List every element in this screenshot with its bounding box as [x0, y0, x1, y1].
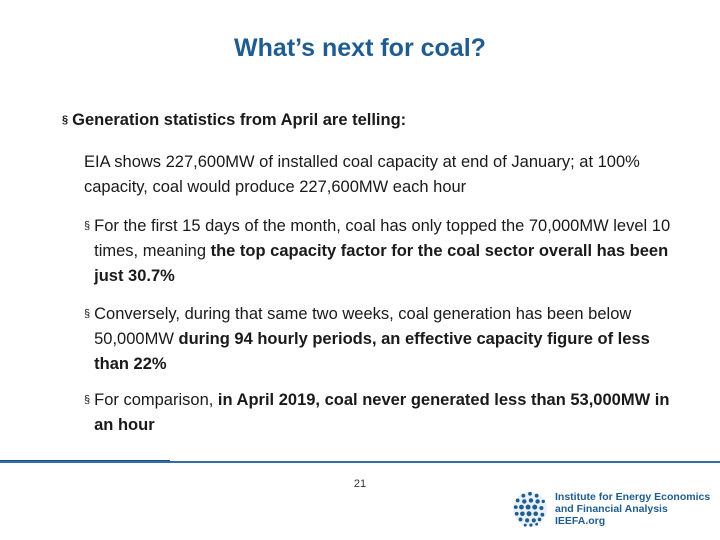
logo-line-3: IEEFA.org	[555, 515, 606, 527]
sub-bullet-3: § For comparison, in April 2019, coal ne…	[84, 388, 684, 438]
sub-bullet-1-text: For the first 15 days of the month, coal…	[94, 214, 684, 289]
lead-bullet: § Generation statistics from April are t…	[62, 107, 406, 133]
sub-bullet-1: § For the first 15 days of the month, co…	[84, 214, 684, 289]
slide-title: What’s next for coal?	[234, 34, 486, 62]
square-bullet-icon: §	[84, 394, 91, 406]
sub-bullet-2: § Conversely, during that same two weeks…	[84, 302, 684, 377]
logo-line-2: and Financial Analysis	[555, 503, 668, 515]
square-bullet-icon: §	[62, 114, 69, 126]
sub-bullet-1-plain: For the first 15 days of the month, coal…	[94, 217, 671, 260]
sub-bullet-2-plain: Conversely, during that same two weeks, …	[94, 305, 632, 348]
lead-bullet-text: Generation statistics from April are tel…	[72, 111, 407, 129]
eia-paragraph: EIA shows 227,600MW of installed coal ca…	[84, 153, 640, 196]
sub-bullet-1-bold: the top capacity factor for the coal sec…	[94, 242, 669, 285]
footer-rule	[0, 461, 720, 463]
square-bullet-icon: §	[84, 220, 91, 232]
page-number: 21	[353, 478, 367, 490]
sub-bullet-2-bold: during 94 hourly periods, an effective c…	[94, 330, 650, 373]
ieefa-logo: Institute for Energy Economics and Finan…	[511, 490, 710, 528]
globe-icon	[512, 491, 548, 527]
logo-text: Institute for Energy Economics and Finan…	[555, 491, 710, 527]
logo-line-1: Institute for Energy Economics	[555, 491, 711, 503]
sub-bullet-3-plain: For comparison,	[94, 391, 218, 409]
square-bullet-icon: §	[84, 308, 91, 320]
sub-bullet-3-bold: in April 2019, coal never generated less…	[94, 391, 670, 434]
sub-bullet-2-text: Conversely, during that same two weeks, …	[94, 302, 684, 377]
sub-bullet-3-text: For comparison, in April 2019, coal neve…	[94, 388, 684, 438]
